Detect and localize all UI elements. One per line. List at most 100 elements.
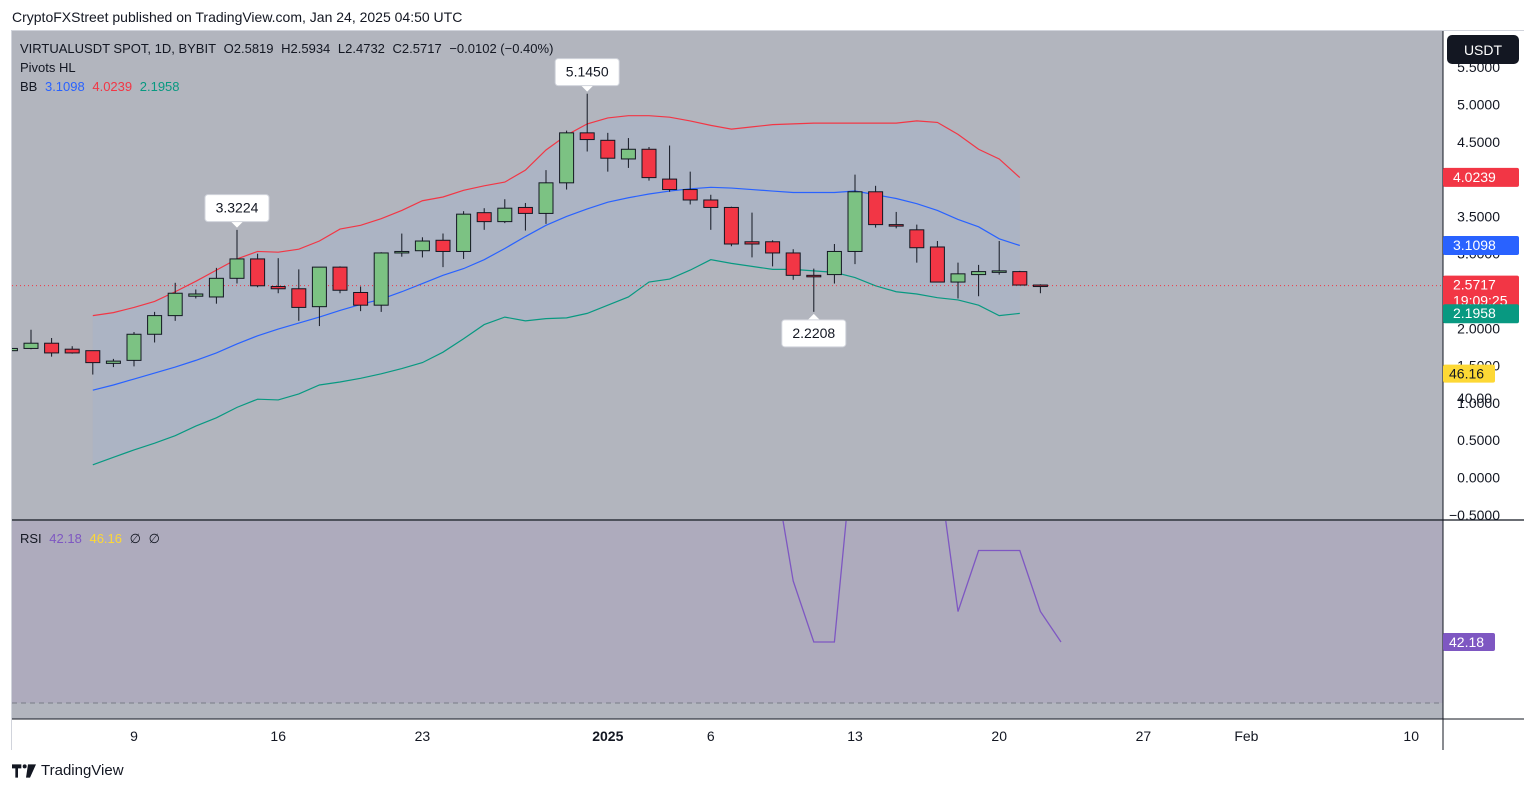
time-axis-tick: 20 [991, 728, 1007, 744]
chart-legend: VIRTUALUSDT SPOT, 1D, BYBIT O2.5819 H2.5… [20, 39, 557, 96]
price-axis-tick: 4.5000 [1457, 134, 1500, 150]
candle-body [394, 250, 410, 254]
candle-body [497, 207, 513, 223]
price-axis-tick: 5.0000 [1457, 97, 1500, 113]
rsi-ma-tag [1443, 364, 1495, 383]
legend-bb-lower: 2.1958 [139, 79, 180, 94]
candle-body [785, 252, 801, 276]
candle-body [353, 291, 369, 306]
candle-body [44, 342, 60, 354]
legend-rsi-label: RSI [20, 531, 42, 546]
candle-body [414, 240, 430, 252]
candle-body [147, 315, 163, 335]
candle-body [888, 224, 904, 227]
candle-body [909, 229, 925, 249]
price-pane: 3.3224 5.1450 2.2208 [12, 58, 1443, 466]
time-axis-bg [12, 719, 1443, 750]
candle-body [826, 250, 842, 276]
currency-unit-button[interactable]: USDT [1447, 35, 1519, 64]
pivot-pointer [807, 313, 820, 320]
rsi-value-tag [1443, 633, 1495, 651]
candle-body [476, 212, 492, 223]
time-axis-tick: Feb [1234, 728, 1258, 744]
pivot-label-box [554, 58, 620, 87]
legend-low: L2.4732 [337, 41, 385, 56]
rsi-value-tag-label: 42.18 [1449, 634, 1484, 650]
candle-body [105, 360, 121, 364]
bb-mid-line [92, 186, 1020, 391]
candle-body [929, 246, 945, 283]
candle-body [600, 139, 616, 159]
candle-body [229, 258, 245, 279]
tradingview-logo-icon [12, 763, 36, 778]
legend-rsi-ma: 46.16 [89, 531, 123, 546]
price-tag-label: 3.1098 [1453, 237, 1496, 253]
candle-body [311, 266, 327, 308]
candle-body [641, 148, 657, 179]
candle-body [332, 266, 348, 291]
legend-empty-1: ∅ [129, 531, 141, 546]
candle-body [435, 239, 451, 252]
candle-body [579, 132, 595, 141]
candle-body [682, 189, 698, 201]
candle-body [1032, 284, 1048, 288]
candle-body [950, 273, 966, 283]
price-tag [1443, 167, 1519, 187]
time-axis-tick: 13 [847, 728, 863, 744]
candle-body [991, 270, 1007, 273]
candle-body [662, 178, 678, 191]
candle-body [723, 206, 739, 245]
candle-body [1012, 271, 1028, 286]
time-axis-tick: 9 [130, 728, 138, 744]
candle-body [806, 274, 822, 278]
candle-body [971, 271, 987, 276]
candle-body [373, 252, 389, 306]
legend-symbol: VIRTUALUSDT SPOT, 1D, BYBIT [20, 41, 217, 56]
candle-body [559, 132, 575, 184]
legend-symbol-row: VIRTUALUSDT SPOT, 1D, BYBIT O2.5819 H2.5… [20, 39, 557, 58]
legend-bb-upper: 4.0239 [92, 79, 133, 94]
legend-empty-2: ∅ [148, 531, 160, 546]
rsi-band-fill [12, 521, 1443, 703]
time-axis-tick: 2025 [592, 728, 623, 744]
candle-body [291, 288, 307, 308]
price-tag-label: 2.1958 [1453, 305, 1496, 321]
rsi-pane [12, 521, 1443, 704]
legend-pivots[interactable]: Pivots HL [20, 60, 76, 75]
time-axis-tick: 23 [415, 728, 431, 744]
price-axis-tick: 0.0000 [1457, 470, 1500, 486]
candle-body [188, 293, 204, 297]
price-axis-tick: 1.0000 [1457, 395, 1500, 411]
candle-body [703, 199, 719, 208]
time-axis-tick: 27 [1136, 728, 1152, 744]
rsi-legend[interactable]: RSI 42.18 46.16 ∅ ∅ [20, 529, 164, 548]
time-axis-tick: 16 [270, 728, 286, 744]
price-axis-tick: 2.0000 [1457, 320, 1500, 336]
candle-body [126, 333, 142, 361]
tradingview-brand[interactable]: TradingView [12, 762, 124, 779]
candle-body [12, 347, 18, 352]
legend-open: O2.5819 [223, 41, 274, 56]
pivot-pointer [231, 221, 243, 228]
pivot-label: 5.1450 [566, 64, 609, 80]
bb-upper-line [92, 115, 1021, 317]
price-axis-tick: 3.5000 [1457, 208, 1500, 224]
legend-bb-row[interactable]: BB 3.1098 4.0239 2.1958 [20, 77, 557, 96]
candle-body [744, 241, 760, 245]
bb-lower-line [92, 259, 1020, 466]
candle-body [85, 350, 101, 364]
rsi-axis-tick: 40.00 [1457, 390, 1492, 406]
legend-high: H2.5934 [281, 41, 331, 56]
price-tag [1443, 304, 1519, 324]
price-tag-label: 2.5717 [1453, 277, 1496, 293]
time-axis-tick: 10 [1403, 728, 1419, 744]
candle-body [765, 241, 781, 254]
candle-body [250, 258, 266, 287]
rsi-ma-tag-label: 46.16 [1449, 366, 1484, 382]
price-axis-tick: 0.5000 [1457, 432, 1500, 448]
price-tag [1443, 275, 1519, 311]
bb-fill-area [92, 115, 1020, 465]
price-axis-tick: −0.5000 [1449, 507, 1500, 523]
candle-body [23, 342, 39, 349]
